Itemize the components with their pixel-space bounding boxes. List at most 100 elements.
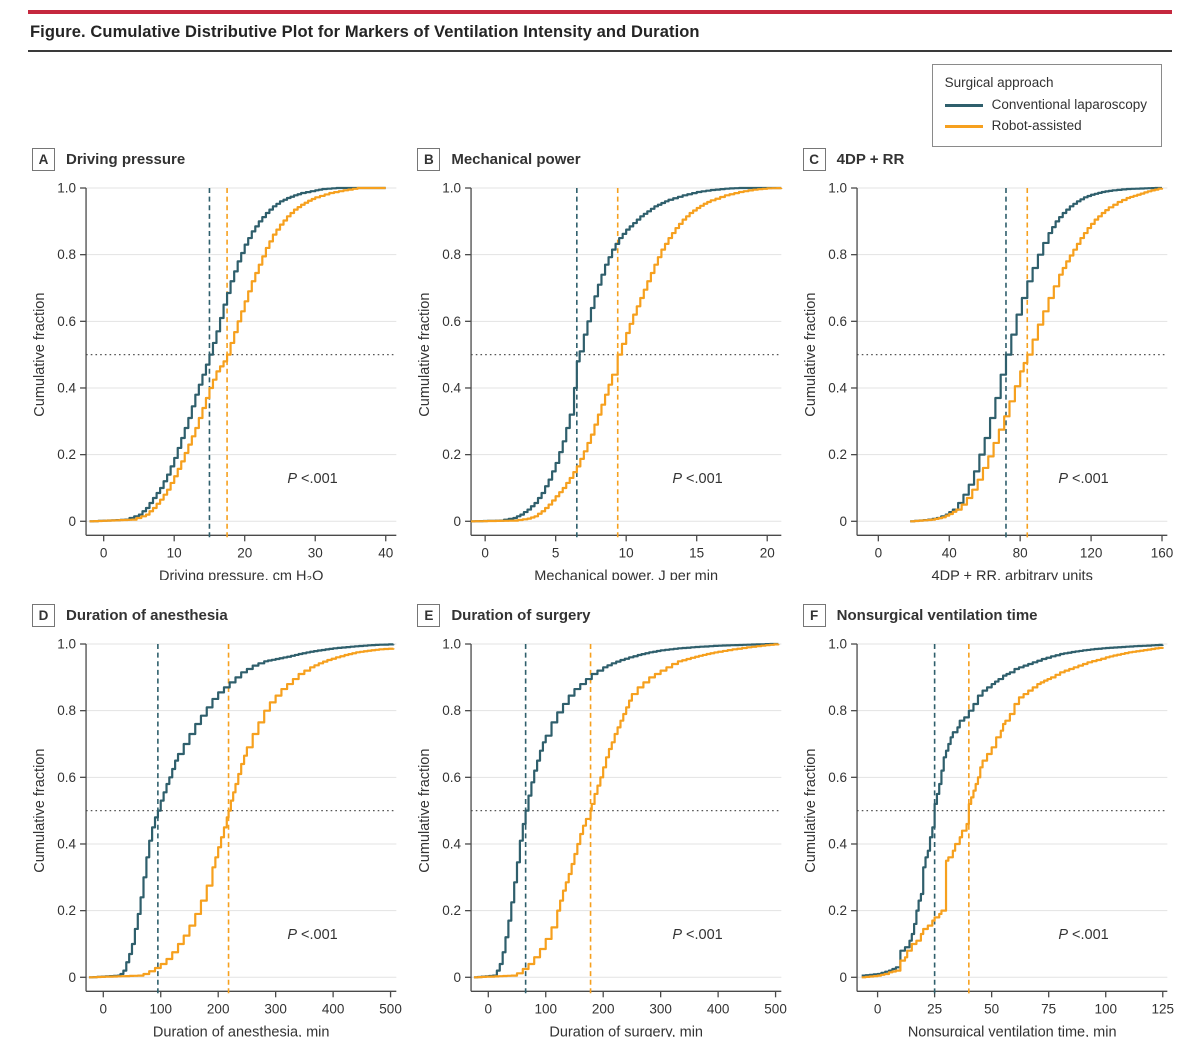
panel-c-letter: C xyxy=(802,148,826,171)
panel-a-header: A Driving pressure xyxy=(32,148,405,171)
x-axis: 0 10 20 30 40 xyxy=(86,534,397,560)
y-tick-label: 0.8 xyxy=(443,704,462,719)
p-value-label: P <.001 xyxy=(673,927,723,943)
p-value-label: P <.001 xyxy=(673,471,723,487)
gridlines xyxy=(471,187,782,522)
y-tick-label: 0.2 xyxy=(443,903,462,918)
y-axis: 0 0.2 0.4 0.6 0.8 1.0 xyxy=(828,637,858,992)
conventional-line-swatch xyxy=(944,103,983,107)
y-axis: 0 0.2 0.4 0.6 0.8 1.0 xyxy=(443,181,473,536)
panel-e-header: E Duration of surgery xyxy=(417,604,790,628)
x-tick-label: 0 xyxy=(485,1002,493,1017)
y-tick-label: 0.6 xyxy=(57,770,76,785)
x-tick-label: 10 xyxy=(167,545,182,560)
x-tick-label: 0 xyxy=(100,545,108,560)
y-tick-label: 0.6 xyxy=(443,314,462,329)
y-tick-label: 0.2 xyxy=(443,447,462,462)
y-tick-label: 1.0 xyxy=(57,181,76,196)
x-tick-label: 0 xyxy=(482,545,490,560)
panel-f-title: Nonsurgical ventilation time xyxy=(836,607,1038,625)
x-tick-label: 40 xyxy=(941,545,956,560)
x-tick-label: 20 xyxy=(237,545,252,560)
p-value-label: P <.001 xyxy=(287,927,337,943)
curve-conventional xyxy=(474,643,779,979)
x-tick-label: 15 xyxy=(690,545,705,560)
p-value-label: P <.001 xyxy=(1058,471,1108,487)
x-tick-label: 80 xyxy=(1012,545,1027,560)
y-axis-label: Cumulative fraction xyxy=(417,293,433,417)
y-tick-label: 0.4 xyxy=(828,380,847,395)
y-tick-label: 0.4 xyxy=(828,837,847,852)
x-tick-label: 125 xyxy=(1151,1002,1174,1017)
panel-c-header: C 4DP + RR xyxy=(802,148,1176,171)
x-tick-label: 400 xyxy=(707,1002,730,1017)
p-value-label: P <.001 xyxy=(1058,927,1108,943)
panel-b-header: B Mechanical power xyxy=(417,148,790,171)
curve-robot xyxy=(89,186,386,523)
x-tick-label: 5 xyxy=(552,545,560,560)
legend-entry-robot: Robot-assisted xyxy=(944,116,1147,137)
y-tick-label: 0 xyxy=(69,970,77,985)
panel-b-title: Mechanical power xyxy=(451,151,581,168)
panel-a-plot: 0 0.2 0.4 0.6 0.8 1.0 0 10 20 30 40 P <.001 Driving … xyxy=(32,181,397,580)
y-tick-label: 0.8 xyxy=(57,247,76,262)
panel-a-title: Driving pressure xyxy=(66,151,186,168)
y-tick-label: 1.0 xyxy=(443,181,462,196)
x-tick-label: 75 xyxy=(1041,1002,1056,1017)
y-tick-label: 0.4 xyxy=(443,837,462,852)
x-axis: 0 5 10 15 20 xyxy=(471,534,782,560)
panel-a-letter: A xyxy=(32,148,55,171)
y-axis-label: Cumulative fraction xyxy=(803,293,819,417)
y-axis: 0 0.2 0.4 0.6 0.8 1.0 xyxy=(828,181,858,536)
y-tick-label: 0.4 xyxy=(57,380,76,395)
x-tick-label: 100 xyxy=(535,1002,558,1017)
panel-c-title: 4DP + RR xyxy=(836,151,905,168)
x-axis: 0 100 200 300 400 500 xyxy=(86,991,402,1017)
y-tick-label: 1.0 xyxy=(828,637,847,652)
y-tick-label: 0.8 xyxy=(57,704,76,719)
legend-label-conventional: Conventional laparoscopy xyxy=(991,96,1147,112)
y-tick-label: 0 xyxy=(454,514,462,529)
legend-box: Surgical approach Conventional laparosco… xyxy=(931,64,1162,147)
y-tick-label: 0.8 xyxy=(828,247,847,262)
curve-conventional xyxy=(861,644,1164,978)
y-tick-label: 0.8 xyxy=(828,704,847,719)
legend-label-robot: Robot-assisted xyxy=(991,117,1082,133)
panel-e: E Duration of surgery 0 0.2 0.4 0.6 0.8 1.0 0 1… xyxy=(415,604,790,1037)
y-tick-label: 1.0 xyxy=(57,637,76,652)
panel-c-plot: 0 0.2 0.4 0.6 0.8 1.0 0 40 80 120 160 P <.001 4DP + … xyxy=(803,181,1173,581)
x-tick-label: 160 xyxy=(1150,545,1173,560)
x-axis-label: 4DP + RR, arbitrary units xyxy=(931,568,1092,580)
curve-robot xyxy=(474,643,780,979)
x-axis-label: Duration of surgery, min xyxy=(550,1025,704,1037)
panel-b: B Mechanical power 0 0.2 0.4 0.6 0.8 1.0 0 5 10 1… xyxy=(415,148,790,580)
x-tick-label: 300 xyxy=(650,1002,673,1017)
y-tick-label: 0.4 xyxy=(443,380,462,395)
x-tick-label: 100 xyxy=(1094,1002,1117,1017)
x-axis: 0 40 80 120 160 xyxy=(856,534,1173,560)
legend-entry-conventional: Conventional laparoscopy xyxy=(944,95,1147,116)
panel-b-plot: 0 0.2 0.4 0.6 0.8 1.0 0 5 10 15 20 P <.001 Mechanica… xyxy=(417,181,783,580)
panel-a: A Driving pressure 0 0.2 0.4 0.6 0.8 1.0 0 10 20… xyxy=(30,148,405,580)
x-axis-label: Driving pressure, cm H₂O xyxy=(159,568,323,580)
top-accent-rule xyxy=(28,10,1172,14)
robot-line-swatch xyxy=(944,124,983,128)
y-tick-label: 0 xyxy=(839,970,847,985)
panel-d-header: D Duration of anesthesia xyxy=(32,604,405,628)
x-tick-label: 50 xyxy=(984,1002,999,1017)
y-axis-label: Cumulative fraction xyxy=(32,293,48,417)
panel-d-letter: D xyxy=(32,604,55,628)
y-tick-label: 0 xyxy=(454,970,462,985)
x-tick-label: 20 xyxy=(760,545,775,560)
y-tick-label: 0.4 xyxy=(57,837,76,852)
curve-robot xyxy=(88,647,395,979)
x-tick-label: 10 xyxy=(619,545,634,560)
panel-c: C 4DP + RR 0 0.2 0.4 0.6 0.8 1.0 0 40 80 120 160 P … xyxy=(801,148,1176,580)
x-tick-label: 300 xyxy=(264,1002,287,1017)
curve-robot xyxy=(471,187,783,523)
x-tick-label: 500 xyxy=(379,1002,402,1017)
y-tick-label: 0.2 xyxy=(828,447,847,462)
figure-body: Surgical approach Conventional laparosco… xyxy=(0,52,1200,1037)
y-tick-label: 0.2 xyxy=(828,904,847,919)
